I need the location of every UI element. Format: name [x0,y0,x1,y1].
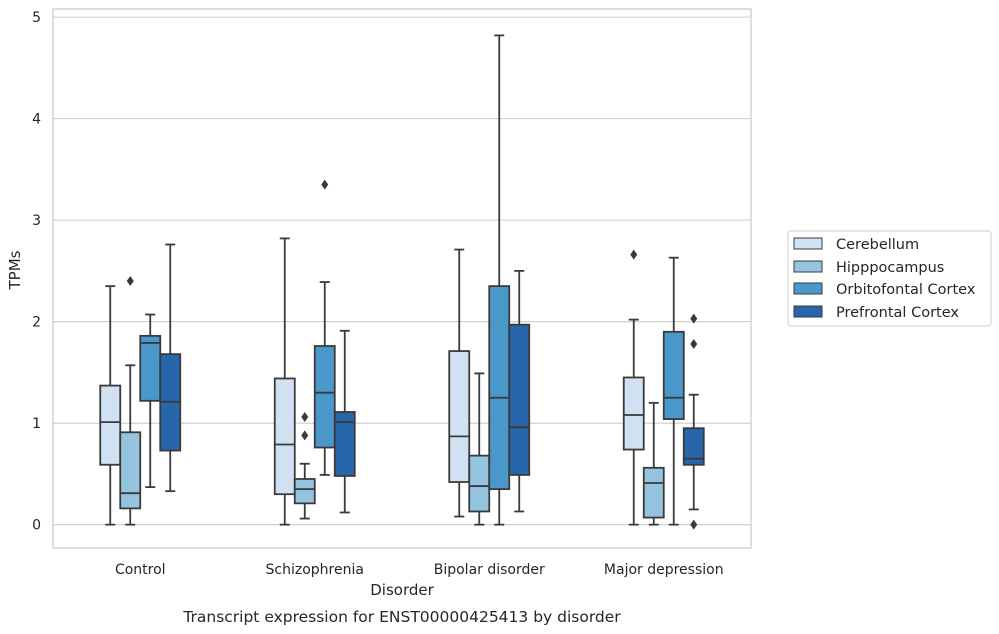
outlier-point [126,276,134,287]
legend-swatch-hippocampus [793,260,823,273]
box-iqr [293,478,316,505]
legend-swatch-prefrontal [793,305,823,318]
x-axis-label: Disorder [370,581,434,599]
box-iqr [682,427,705,466]
box-iqr [622,376,645,451]
box-major-depression-cerebellum [622,249,645,526]
x-tick-label-control: Control [115,562,166,578]
y-axis-label: TPMs [6,250,24,290]
box-iqr [313,345,336,449]
legend: Cerebellum Hipppocampus Orbitofontal Cor… [787,230,992,327]
box-bipolar-disorder-cerebellum [448,248,471,518]
box-bipolar-disorder-prefrontal-cortex [508,269,531,513]
x-tick-label-major-depression: Major depression [604,562,724,578]
box-control-prefrontal-cortex [159,243,182,493]
box-iqr [662,330,685,420]
box-iqr [488,285,511,491]
grid-lines [53,16,751,526]
legend-label-hippocampus: Hipppocampus [836,260,944,276]
y-tick-label: 1 [32,416,41,432]
legend-frame [787,230,992,327]
box-layer [99,34,705,530]
box-iqr [139,334,162,402]
box-schizophrenia-cerebellum [273,237,296,526]
legend-swatch-cerebellum [793,237,823,250]
box-iqr [273,377,296,496]
box-schizophrenia-orbitofontal-cortex [313,179,336,476]
box-iqr [468,454,491,513]
y-tick-label: 0 [32,518,41,534]
y-tick-label: 2 [32,315,41,331]
box-iqr [508,323,531,476]
outlier-point [690,338,698,349]
legend-label-prefrontal: Prefrontal Cortex [836,305,959,321]
box-iqr [119,431,142,510]
outlier-point [690,313,698,324]
box-control-orbitofontal-cortex [139,313,162,488]
legend-swatch-orbitofrontal [793,282,823,295]
box-major-depression-orbitofontal-cortex [662,256,685,526]
box-bipolar-disorder-orbitofontal-cortex [488,34,511,526]
box-iqr [333,411,356,477]
y-tick-label: 3 [32,213,41,229]
box-iqr [642,466,665,519]
box-control-hipppocampus [119,276,142,526]
box-major-depression-prefrontal-cortex [682,313,705,530]
plot-frame [52,8,752,549]
outlier-point [630,249,638,260]
legend-label-orbitofrontal: Orbitofontal Cortex [836,282,976,298]
x-tick-label-schizophrenia: Schizophrenia [266,562,364,578]
chart-caption: Transcript expression for ENST0000042541… [182,608,621,626]
box-iqr [99,384,122,466]
box-iqr [448,350,471,483]
box-schizophrenia-prefrontal-cortex [333,329,356,514]
box-control-cerebellum [99,285,122,526]
outlier-point [321,179,329,190]
box-bipolar-disorder-hipppocampus [468,372,491,526]
outlier-point [301,412,309,423]
y-tick-label: 5 [32,10,41,26]
y-axis-ticks: 0 1 2 3 4 5 [32,10,41,534]
x-axis-ticks: Control Schizophrenia Bipolar disorder Majo… [115,562,724,578]
y-tick-label: 4 [32,112,41,128]
outlier-point [301,430,309,441]
legend-label-cerebellum: Cerebellum [836,237,919,253]
box-major-depression-hipppocampus [642,401,665,526]
x-tick-label-bipolar-disorder: Bipolar disorder [434,562,545,578]
outlier-point [690,519,698,530]
box-schizophrenia-hipppocampus [293,412,316,520]
